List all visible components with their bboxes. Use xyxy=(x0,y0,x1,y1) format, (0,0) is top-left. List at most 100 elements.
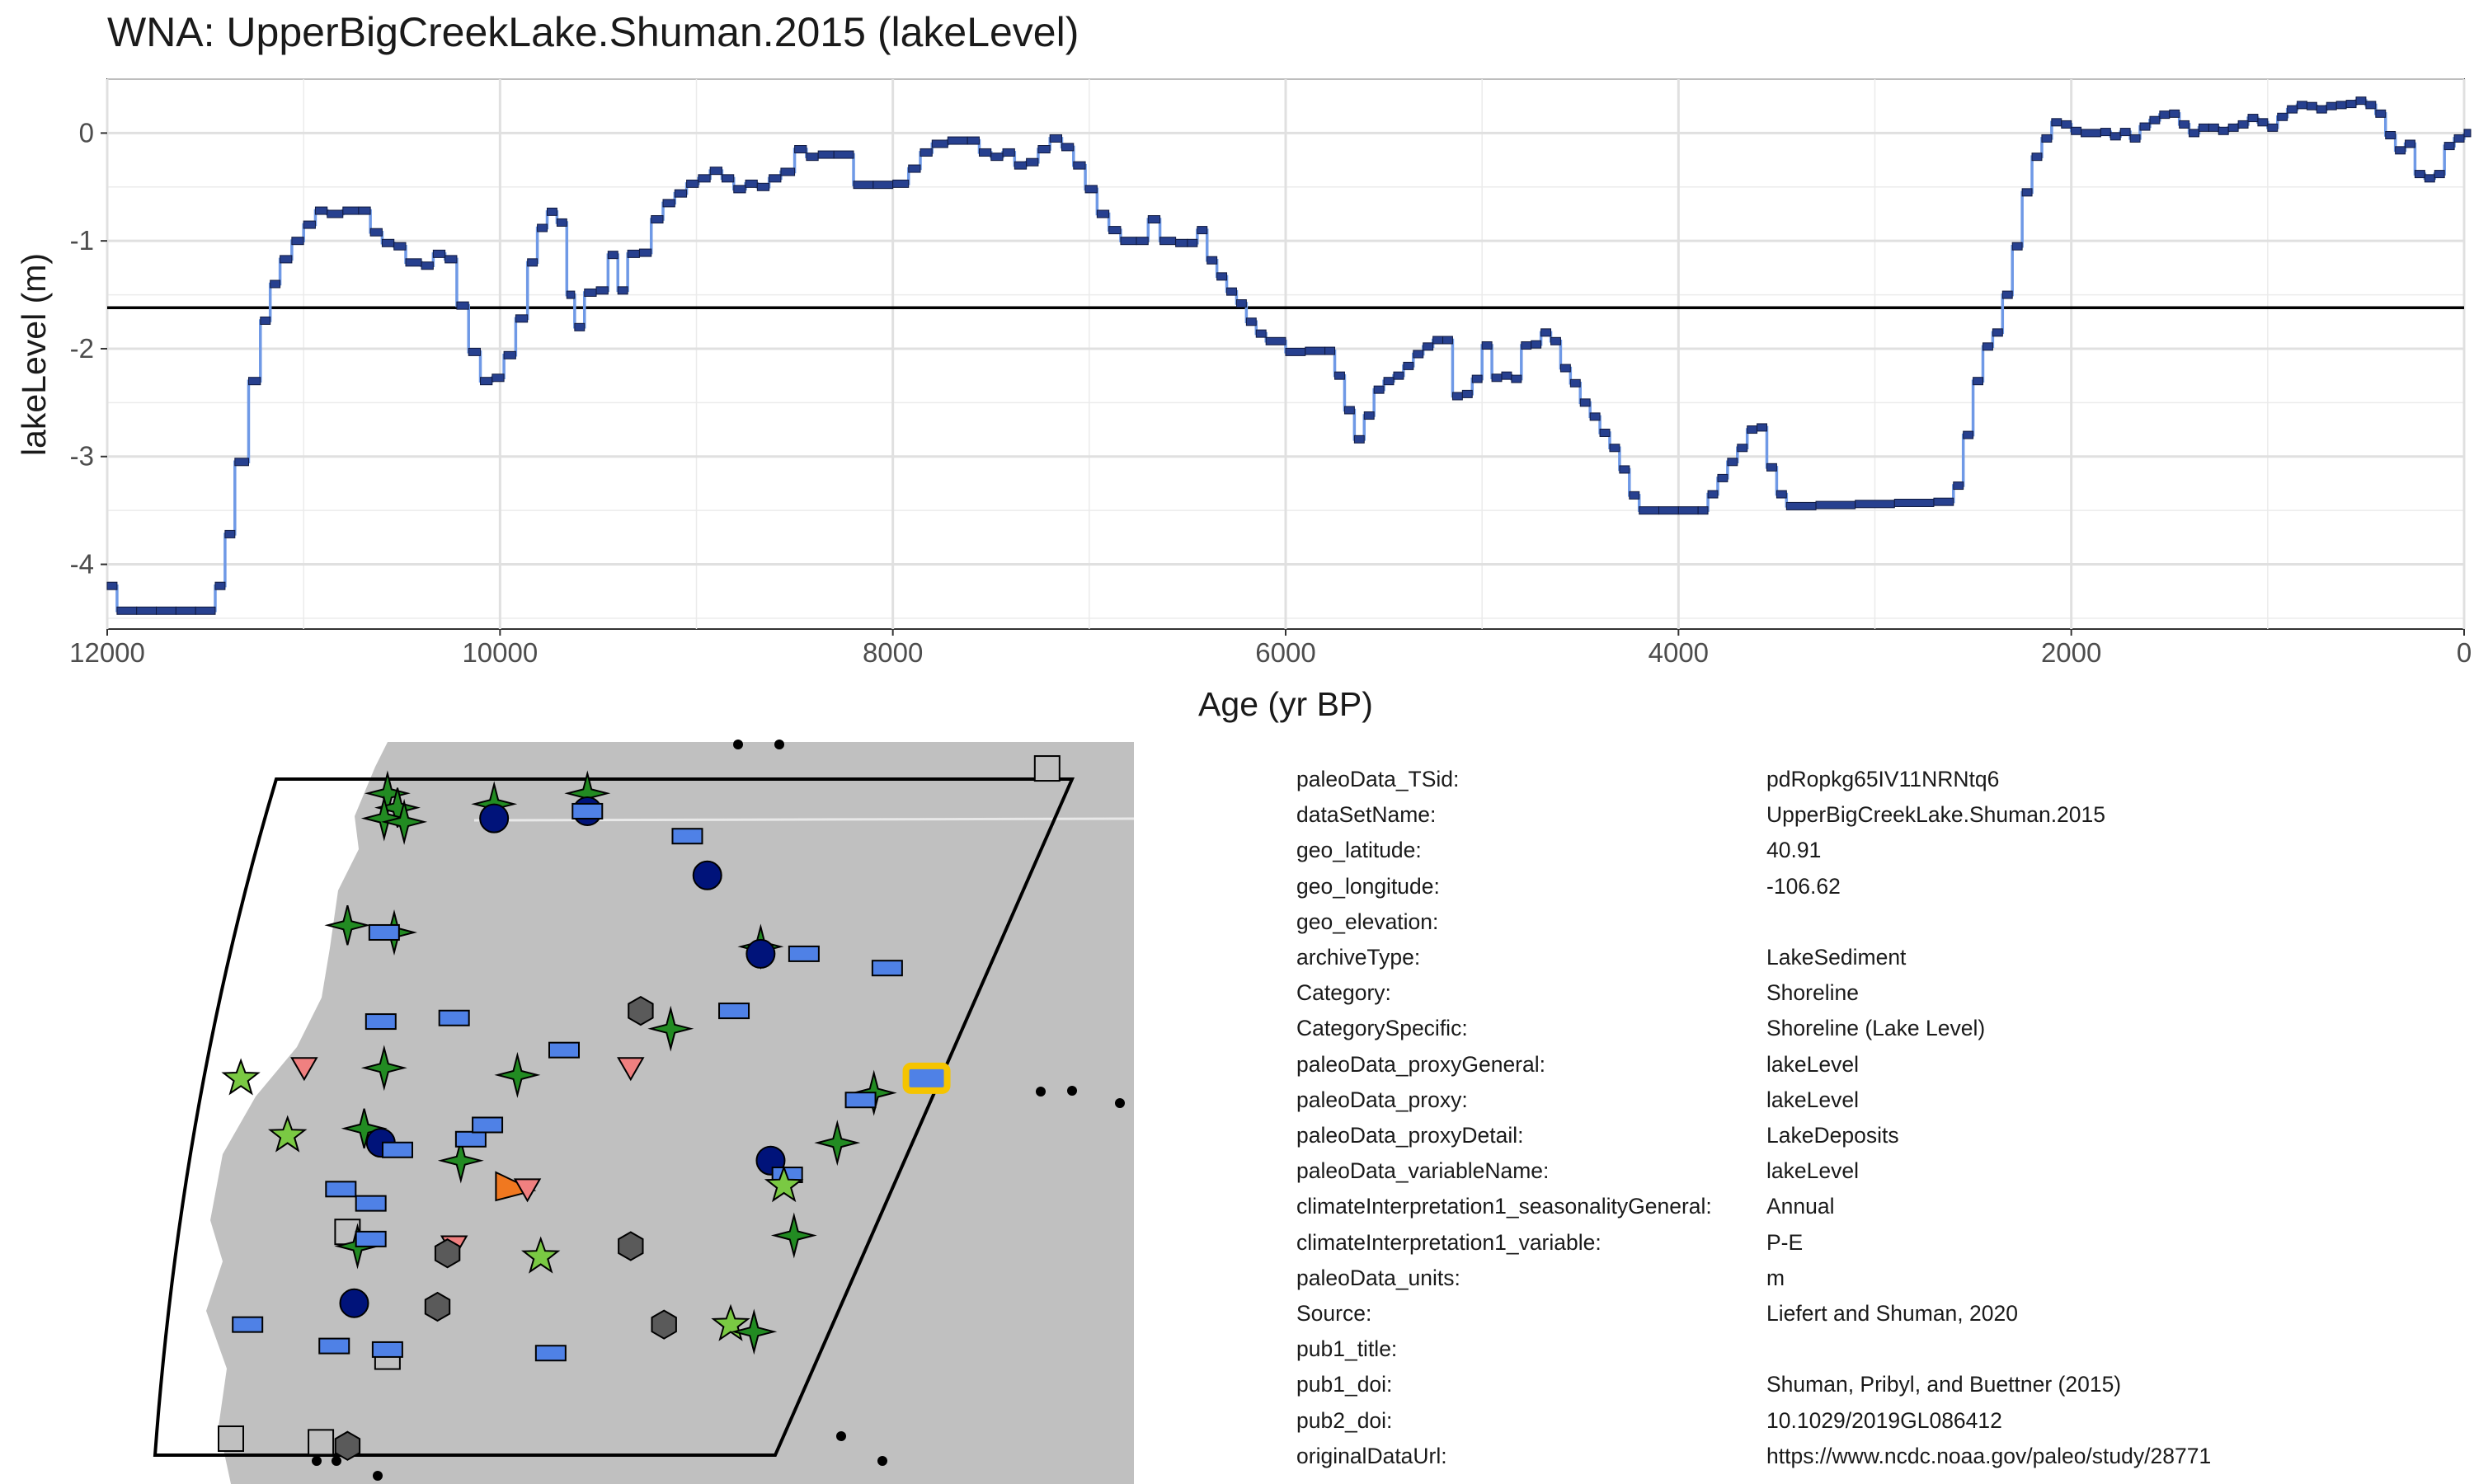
site-marker-rect xyxy=(325,1181,357,1198)
site-marker-rect xyxy=(365,1013,397,1031)
region-boundary xyxy=(153,777,1075,1457)
data-point xyxy=(1501,371,1512,380)
data-point xyxy=(2316,105,2327,114)
data-point xyxy=(1084,185,1098,194)
data-point xyxy=(1324,346,1336,355)
data-point xyxy=(515,314,529,323)
data-point xyxy=(106,581,118,590)
data-point xyxy=(1609,444,1620,453)
data-point xyxy=(2179,120,2190,129)
data-point xyxy=(2149,115,2161,124)
site-marker-rect xyxy=(671,828,703,845)
lake-level-points xyxy=(106,96,2472,615)
data-point xyxy=(674,189,688,198)
metadata-value: lakeLevel xyxy=(1766,1158,1859,1184)
data-point xyxy=(1717,473,1729,482)
metadata-value: Shuman, Pribyl, and Buettner (2015) xyxy=(1766,1372,2122,1397)
metadata-value: lakeLevel xyxy=(1766,1087,1859,1112)
metadata-key: climateInterpretation1_seasonalityGenera… xyxy=(1296,1194,1712,1219)
data-point xyxy=(1747,425,1758,434)
data-point xyxy=(358,206,371,215)
data-point xyxy=(2306,101,2317,110)
x-tick-label: 0 xyxy=(2457,637,2472,668)
metadata-value: -106.62 xyxy=(1766,873,1841,899)
data-point xyxy=(2031,153,2043,162)
data-point xyxy=(2414,170,2425,179)
data-point xyxy=(303,220,316,229)
site-marker-rect xyxy=(788,945,820,962)
data-point xyxy=(260,316,271,325)
site-marker-rect xyxy=(438,1009,470,1026)
data-point xyxy=(1159,237,1177,246)
site-marker-rect xyxy=(368,923,400,941)
data-point xyxy=(595,286,609,295)
data-point xyxy=(1589,412,1601,421)
data-point xyxy=(1737,444,1748,453)
data-point xyxy=(2365,101,2377,110)
y-axis-ticks: 0 -1 -2 -3 -4 xyxy=(70,117,107,580)
outside-point xyxy=(1067,1086,1077,1096)
x-tick-label: 12000 xyxy=(69,637,145,668)
metadata-key: originalDataUrl: xyxy=(1296,1443,1447,1468)
data-point xyxy=(1531,340,1542,349)
data-point xyxy=(1639,506,1660,515)
site-marker-square xyxy=(308,1429,335,1456)
data-point xyxy=(833,150,854,159)
outside-point xyxy=(774,740,784,749)
data-point xyxy=(2227,123,2239,132)
data-point xyxy=(769,174,782,183)
data-point xyxy=(537,223,548,232)
data-point xyxy=(444,255,458,264)
metadata-key: archiveType: xyxy=(1296,945,1421,970)
x-axis-ticks: 12000 10000 8000 6000 4000 2000 0 xyxy=(69,629,2472,668)
data-point xyxy=(2071,126,2082,135)
data-point xyxy=(2061,120,2072,129)
site-marker-rect xyxy=(534,1345,567,1362)
data-point xyxy=(2129,134,2141,143)
data-point xyxy=(1216,272,1228,281)
site-marker-star4 xyxy=(341,1108,388,1149)
site-marker-rect xyxy=(232,1316,264,1333)
data-point xyxy=(920,148,933,157)
site-marker-hexagon xyxy=(628,995,654,1026)
data-point xyxy=(546,207,557,216)
data-point xyxy=(1073,161,1086,170)
site-marker-star4 xyxy=(647,1005,694,1052)
data-point xyxy=(1677,506,1699,515)
data-point xyxy=(2297,101,2307,110)
data-point xyxy=(1727,458,1738,467)
data-point xyxy=(1599,428,1611,437)
data-point xyxy=(1002,148,1015,157)
data-point xyxy=(978,148,992,157)
site-marker-star4 xyxy=(731,1308,778,1355)
metadata-value: UpperBigCreekLake.Shuman.2015 xyxy=(1766,802,2106,828)
site-marker-circle xyxy=(479,803,510,834)
data-point xyxy=(2424,174,2435,183)
data-point xyxy=(1265,336,1286,345)
data-point xyxy=(607,251,618,260)
x-tick-label: 2000 xyxy=(2041,637,2101,668)
map-site-markers xyxy=(218,755,1061,1461)
data-point xyxy=(1403,361,1414,370)
site-marker-star4 xyxy=(381,798,428,845)
data-point xyxy=(1963,430,1974,439)
data-point xyxy=(369,228,383,237)
data-point xyxy=(566,290,576,299)
outside-point xyxy=(1036,1087,1046,1097)
metadata-key: paleoData_variableName: xyxy=(1296,1158,1550,1184)
data-point xyxy=(1343,406,1355,415)
data-point xyxy=(2375,109,2387,118)
site-marker-hexagon xyxy=(334,1430,361,1461)
metadata-value: Shoreline xyxy=(1766,980,1859,1006)
data-point xyxy=(1511,374,1522,383)
data-point xyxy=(1629,491,1640,500)
data-point xyxy=(2453,134,2465,143)
metadata-value: m xyxy=(1766,1265,1785,1290)
site-marker-rect xyxy=(871,960,903,977)
site-marker-star4 xyxy=(814,1120,861,1167)
data-point xyxy=(1383,377,1395,386)
data-point xyxy=(1423,342,1434,351)
site-marker-hexagon xyxy=(424,1291,451,1322)
data-point xyxy=(1442,336,1453,345)
data-point xyxy=(1579,398,1591,407)
